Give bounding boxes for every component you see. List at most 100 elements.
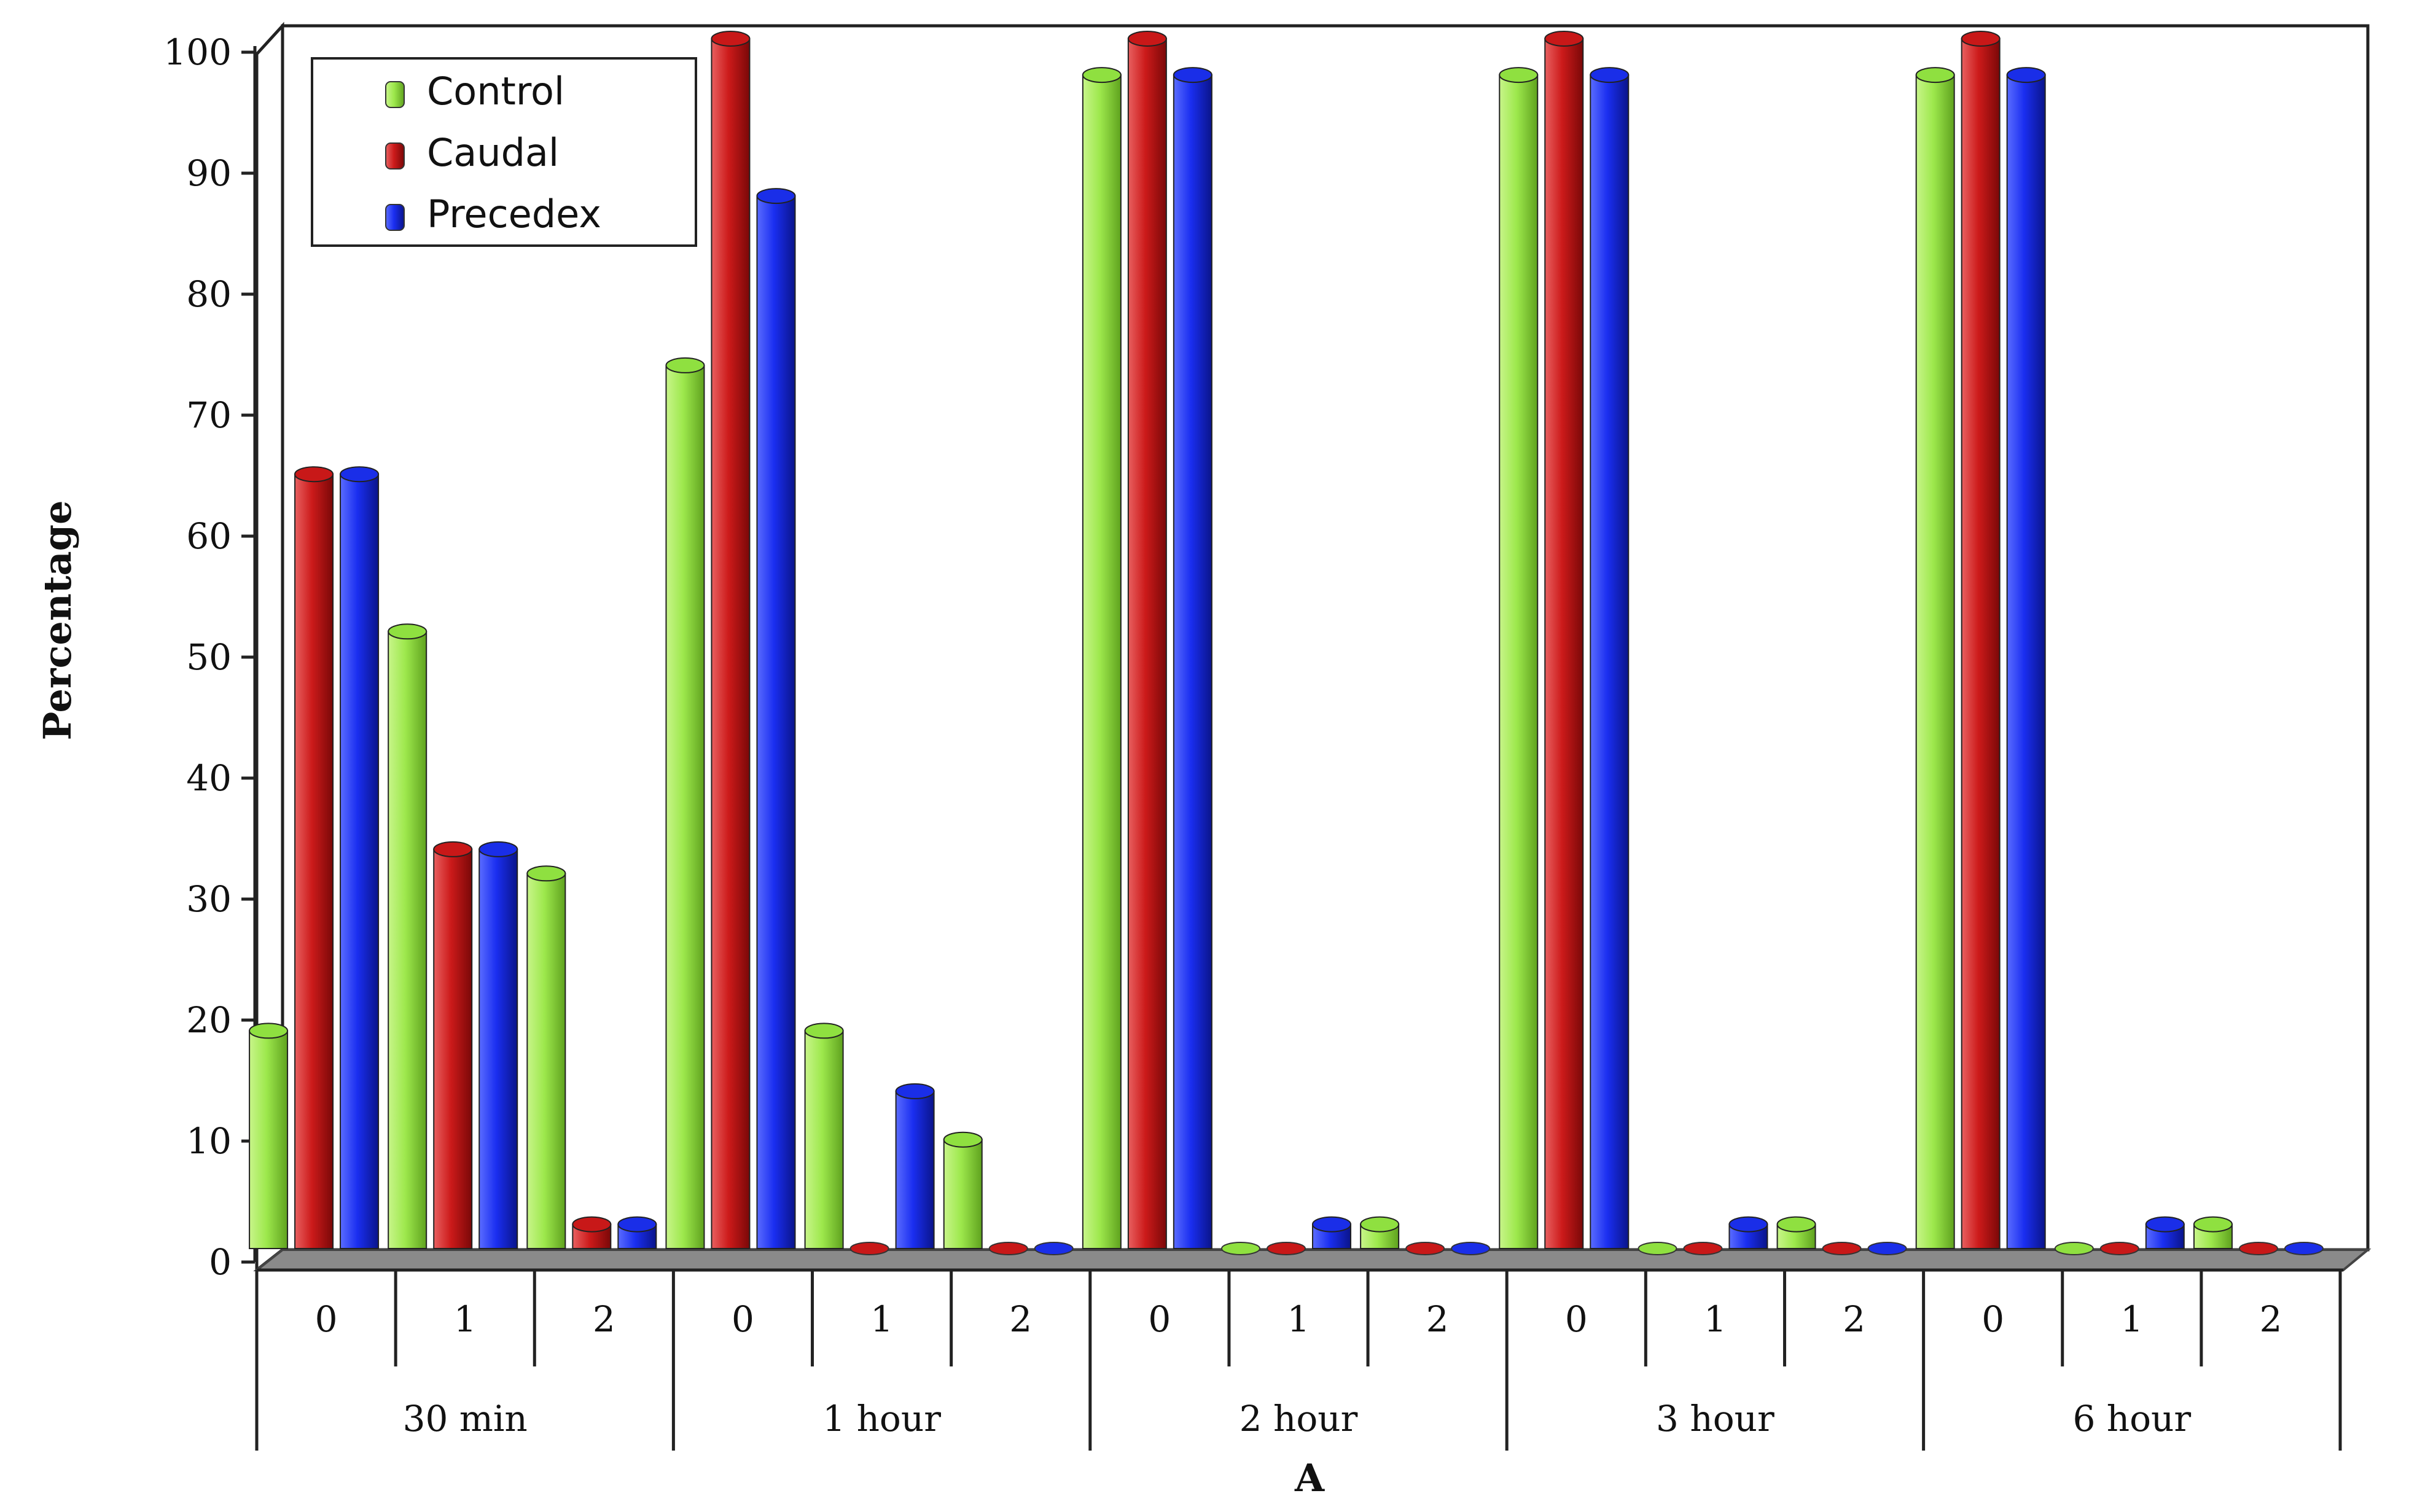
bar-control-3 <box>665 357 705 1249</box>
bar-body <box>1961 38 2001 1249</box>
bar-body <box>804 1030 844 1250</box>
bar-cap <box>665 357 705 373</box>
bar-precedex-11 <box>1867 1242 1907 1255</box>
bar-body <box>1499 74 1539 1250</box>
bar-cap <box>804 1023 844 1039</box>
bar-caudal-2 <box>572 1216 612 1249</box>
bar-cap <box>1173 67 1212 84</box>
legend-label: Caudal <box>427 130 559 175</box>
bar-body <box>1915 74 1955 1250</box>
bar-cap <box>2006 67 2046 84</box>
bar-cap <box>756 188 796 205</box>
bar-caudal-1 <box>433 841 473 1249</box>
bar-cap <box>1267 1242 1306 1255</box>
bar-cap <box>340 466 380 483</box>
bar-control-6 <box>1082 67 1122 1250</box>
chart-floor <box>253 1249 2372 1271</box>
y-tick-label: 90 <box>186 152 232 194</box>
bar-control-1 <box>388 623 428 1250</box>
bar-caudal-7 <box>1267 1242 1306 1255</box>
bar-control-8 <box>1360 1216 1400 1249</box>
bar-precedex-1 <box>478 841 518 1249</box>
bar-caudal-14 <box>2238 1242 2278 1255</box>
bar-caudal-12 <box>1961 31 2001 1249</box>
bar-body <box>340 473 380 1250</box>
legend-swatch <box>385 142 405 170</box>
x-tick-label: 0 <box>1981 1298 2004 1340</box>
bar-cap <box>2145 1216 2185 1233</box>
bar-precedex-5 <box>1034 1242 1074 1255</box>
x-group-label: 3 hour <box>1656 1398 1775 1440</box>
bar-cap <box>2238 1242 2278 1255</box>
bar-body <box>1544 38 1584 1249</box>
x-group-label: 30 min <box>403 1398 528 1440</box>
x-tick-label: 1 <box>870 1298 893 1340</box>
bar-cap <box>1776 1216 1816 1233</box>
bar-cap <box>2193 1216 2233 1233</box>
legend-swatch <box>385 81 405 108</box>
bar-cap <box>1360 1216 1400 1233</box>
bar-cap <box>849 1242 889 1255</box>
bar-control-14 <box>2193 1216 2233 1249</box>
x-group-label: 2 hour <box>1240 1398 1358 1440</box>
bar-body <box>711 38 751 1249</box>
y-tick-label: 20 <box>186 999 232 1041</box>
bars <box>249 31 2324 1255</box>
x-group-label: 1 hour <box>822 1398 941 1440</box>
bar-body <box>2006 74 2046 1250</box>
x-tick-label: 2 <box>1009 1298 1032 1340</box>
bar-caudal-3 <box>711 31 751 1249</box>
bar-control-12 <box>1915 67 1955 1250</box>
bar-cap <box>943 1131 983 1148</box>
bar-cap <box>617 1216 657 1233</box>
bar-cap <box>1822 1242 1862 1255</box>
bar-caudal-5 <box>988 1242 1028 1255</box>
x-tick-label: 1 <box>1704 1298 1727 1340</box>
y-tick-label: 60 <box>186 515 232 557</box>
bar-cap <box>1638 1242 1677 1255</box>
legend-label: Precedex <box>427 192 601 236</box>
y-tick-label: 30 <box>186 878 232 920</box>
bar-cap <box>388 623 428 640</box>
bar-cap <box>2054 1242 2094 1255</box>
bar-caudal-13 <box>2099 1242 2139 1255</box>
bar-cap <box>1082 67 1122 84</box>
x-tick-label: 1 <box>1287 1298 1310 1340</box>
y-tick-label: 70 <box>186 394 232 436</box>
bar-cap <box>478 841 518 857</box>
bar-cap <box>895 1083 935 1099</box>
bar-precedex-2 <box>617 1216 657 1249</box>
bar-caudal-6 <box>1127 31 1167 1249</box>
x-tick-label: 0 <box>1148 1298 1171 1340</box>
bar-cap <box>1915 67 1955 84</box>
bar-control-9 <box>1499 67 1539 1250</box>
bar-cap <box>1544 31 1584 47</box>
bar-control-11 <box>1776 1216 1816 1249</box>
bar-control-4 <box>804 1023 844 1250</box>
bar-cap <box>1034 1242 1074 1255</box>
bar-body <box>665 364 705 1249</box>
bar-cap <box>526 865 566 882</box>
bar-control-0 <box>249 1023 289 1250</box>
bar-cap <box>2284 1242 2324 1255</box>
bar-cap <box>294 466 334 483</box>
bar-cap <box>1590 67 1630 84</box>
bar-cap <box>1961 31 2001 47</box>
bar-cap <box>433 841 473 857</box>
x-tick-label: 0 <box>315 1298 338 1340</box>
bar-body <box>1590 74 1630 1250</box>
y-axis: 0 10 20 30 40 50 60 70 80 90 100 <box>163 31 257 1283</box>
bar-cap <box>2099 1242 2139 1255</box>
bar-body <box>756 195 796 1250</box>
bar-cap <box>1499 67 1539 84</box>
bar-cap <box>711 31 751 47</box>
x-tick-label: 1 <box>454 1298 477 1340</box>
bar-control-10 <box>1638 1242 1677 1255</box>
bar-body <box>895 1090 935 1250</box>
y-tick-label: 80 <box>186 273 232 315</box>
bar-precedex-3 <box>756 188 796 1250</box>
x-tick-label: 0 <box>732 1298 754 1340</box>
bar-cap <box>572 1216 612 1233</box>
